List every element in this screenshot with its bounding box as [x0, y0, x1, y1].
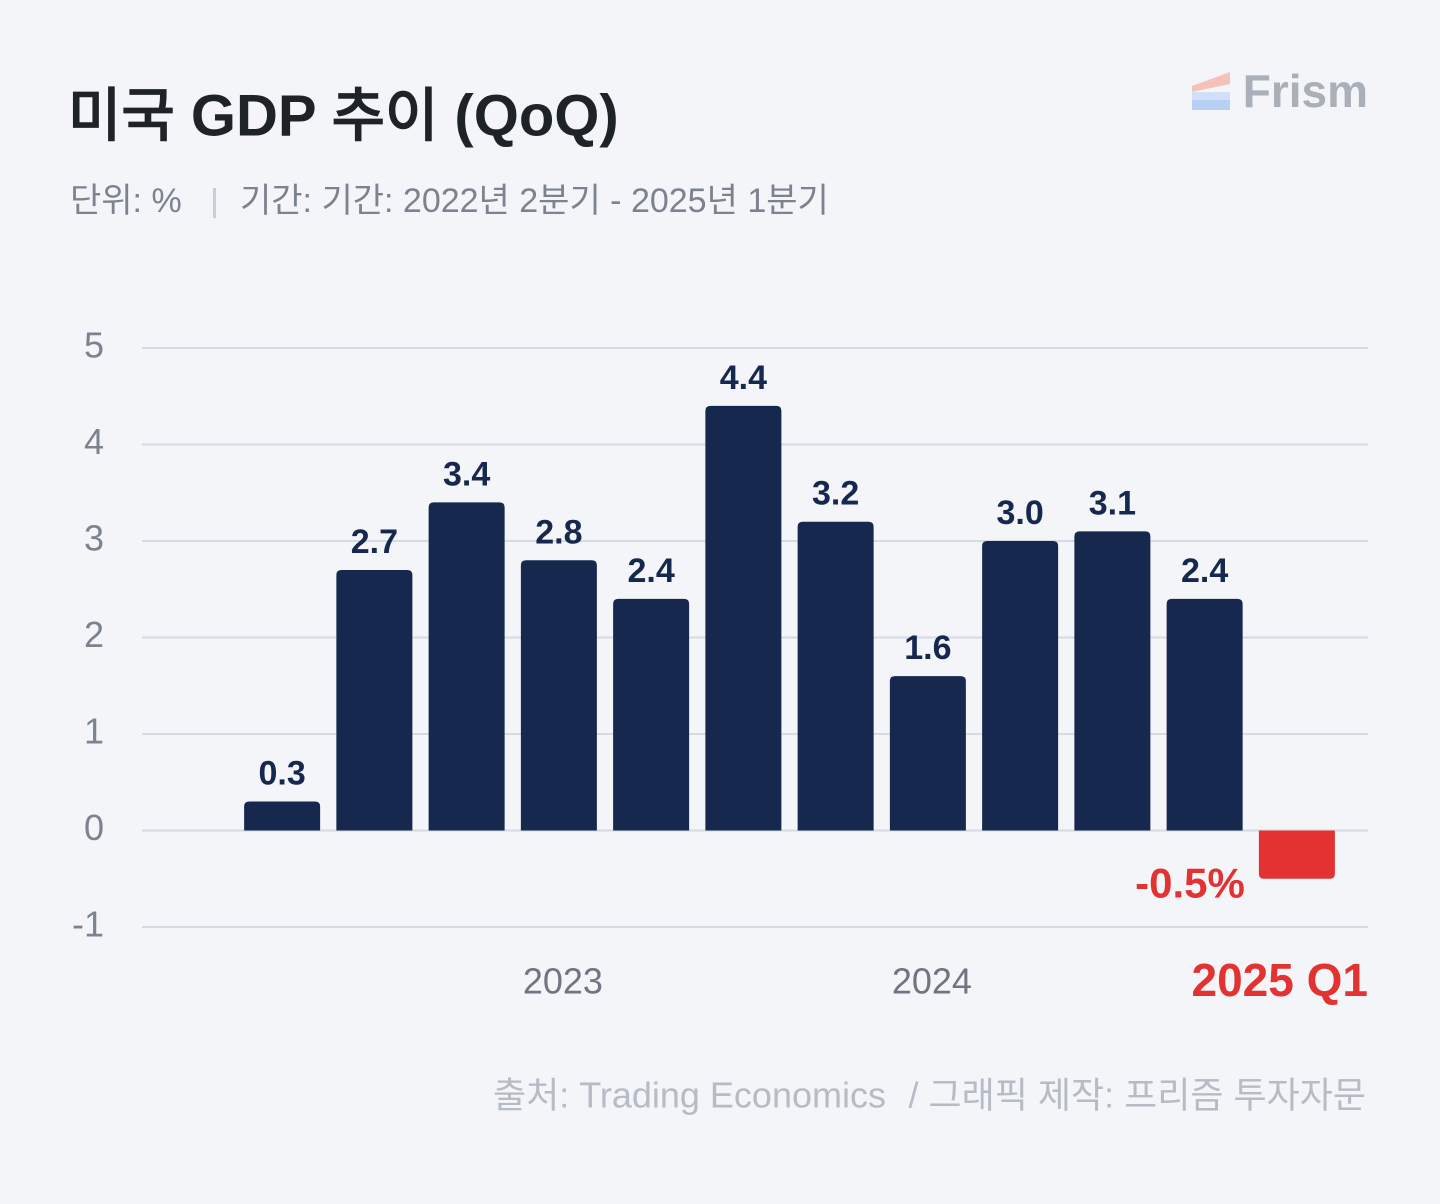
bar: [797, 521, 874, 831]
y-tick-label: 5: [84, 325, 104, 366]
value-label: 3.0: [996, 494, 1043, 532]
bar: [1258, 830, 1335, 879]
y-tick-label: 3: [84, 518, 104, 559]
value-label: 2.4: [627, 552, 674, 590]
bar: [336, 569, 413, 831]
bar: [889, 676, 966, 831]
value-label: 1.6: [904, 629, 951, 667]
bar: [244, 801, 321, 831]
bar: [1074, 531, 1151, 831]
value-label: 3.1: [1089, 484, 1136, 522]
separator: [213, 188, 216, 218]
subtitle-unit: 단위: %: [70, 182, 182, 220]
x-tick-label: 2024: [892, 961, 972, 1002]
y-tick-label: -1: [72, 904, 104, 945]
value-label: 0.3: [258, 755, 305, 793]
chart-title: 미국 GDP 추이 (QoQ): [68, 83, 619, 148]
x-tick-label: 2025 Q1: [1192, 954, 1368, 1006]
subtitle-period: 기간: 기간: 2022년 2분기 - 2025년 1분기: [240, 182, 829, 220]
y-tick-label: 0: [84, 807, 104, 848]
value-label: 2.7: [351, 523, 398, 561]
source: 출처: Trading Economics: [493, 1075, 886, 1116]
bar: [613, 598, 690, 831]
credit: / 그래픽 제작: 프리즘 투자자문: [909, 1075, 1366, 1116]
y-tick-label: 4: [84, 421, 104, 462]
value-label: 3.2: [812, 475, 859, 513]
value-label: 4.4: [720, 359, 767, 397]
logo-icon: [1192, 72, 1230, 110]
value-label: 3.4: [443, 455, 490, 493]
value-label: 2.8: [535, 513, 582, 551]
brand: Frism: [1243, 65, 1368, 117]
y-tick-label: 1: [84, 711, 104, 752]
bar: [1166, 598, 1243, 831]
x-tick-label: 2023: [523, 961, 603, 1002]
y-tick-label: 2: [84, 614, 104, 655]
bar: [705, 405, 782, 831]
bar: [520, 560, 597, 831]
value-label: -0.5%: [1135, 860, 1245, 907]
bar: [428, 502, 505, 831]
value-label: 2.4: [1181, 552, 1228, 590]
bar: [982, 541, 1059, 831]
